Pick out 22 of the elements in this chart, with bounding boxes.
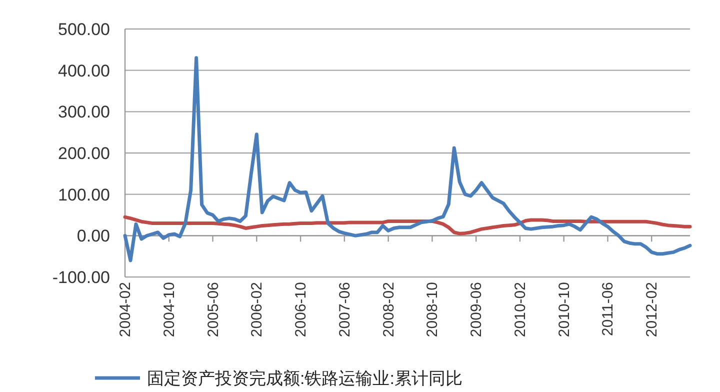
y-tick-label: 400.00 [58, 61, 110, 80]
y-tick-label: 0.00 [76, 226, 110, 246]
legend-label: 固定资产投资完成额:铁路运输业:累计同比 [147, 369, 462, 388]
x-tick-label: 2010-10 [556, 282, 573, 338]
y-tick-label: -100.00 [52, 268, 110, 287]
x-tick-label: 2004-10 [160, 282, 178, 338]
x-tick-label: 2012-02 [644, 282, 661, 338]
x-tick-label: 2006-10 [292, 282, 310, 338]
x-tick-label: 2011-06 [600, 282, 617, 336]
y-tick-label: 100.00 [58, 185, 110, 204]
line-series [123, 56, 692, 262]
x-tick-label: 2008-02 [380, 282, 398, 338]
x-tick-label: 2008-10 [424, 282, 442, 338]
y-tick-label: 200.00 [58, 144, 110, 163]
x-tick-label: 2005-06 [204, 282, 222, 338]
y-tick-label: 300.00 [58, 102, 110, 122]
x-tick-label: 2009-06 [468, 282, 486, 338]
x-tick-label: 2007-06 [336, 282, 354, 338]
x-tick-label: 2004-02 [117, 282, 134, 338]
y-tick-label: 500.00 [58, 20, 110, 39]
x-tick-label: 2010-02 [512, 282, 529, 338]
x-tick-label: 2006-02 [248, 282, 266, 338]
